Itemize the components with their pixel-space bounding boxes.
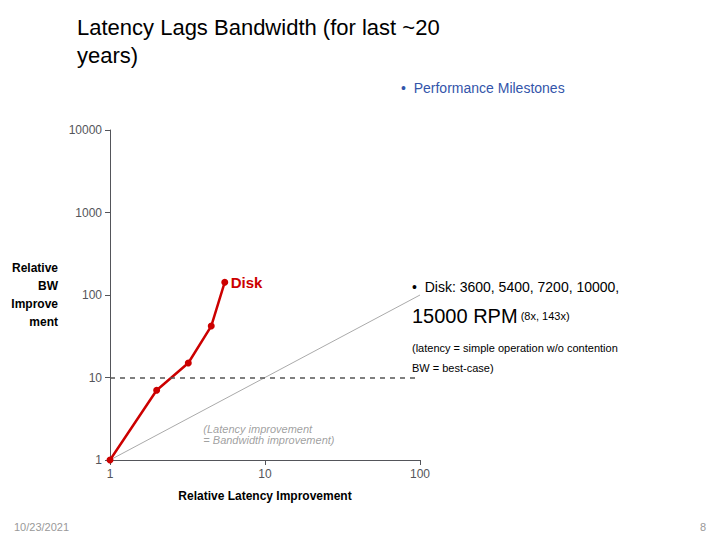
svg-text:• Performance Milestones: • Performance Milestones (401, 80, 565, 96)
svg-text:10/23/2021: 10/23/2021 (14, 521, 69, 533)
svg-text:100: 100 (82, 288, 102, 302)
svg-text:100: 100 (410, 467, 430, 481)
svg-text:10000: 10000 (69, 123, 103, 137)
svg-text:years): years) (77, 43, 138, 68)
svg-text:1000: 1000 (75, 206, 102, 220)
svg-text:(8x, 143x): (8x, 143x) (518, 310, 570, 322)
svg-text:1: 1 (107, 467, 114, 481)
svg-text:BW: BW (38, 279, 59, 293)
svg-text:•: • (412, 279, 425, 295)
svg-text:15000 RPM: 15000 RPM (412, 305, 518, 327)
svg-text:ment: ment (29, 315, 58, 329)
svg-text:Disk:: Disk: (425, 279, 456, 295)
svg-text:10: 10 (89, 371, 103, 385)
svg-text:Latency Lags Bandwidth (for la: Latency Lags Bandwidth (for last ~20 (77, 15, 440, 40)
svg-text:3600, 5400, 7200, 10000,: 3600, 5400, 7200, 10000, (456, 279, 619, 295)
svg-text:1: 1 (95, 453, 102, 467)
svg-text:10: 10 (258, 467, 272, 481)
svg-text:Disk: Disk (231, 274, 263, 291)
svg-text:BW = best-case): BW = best-case) (412, 362, 494, 374)
svg-text:= Bandwidth improvement): = Bandwidth improvement) (203, 434, 334, 446)
svg-text:Improve: Improve (11, 297, 58, 311)
svg-text:8: 8 (700, 521, 706, 533)
svg-text:Relative Latency Improvement: Relative Latency Improvement (178, 489, 351, 503)
svg-text:Relative: Relative (12, 261, 58, 275)
svg-text:(Latency improvement: (Latency improvement (203, 423, 313, 435)
svg-text:(latency = simple operation w/: (latency = simple operation w/o contenti… (412, 342, 618, 354)
